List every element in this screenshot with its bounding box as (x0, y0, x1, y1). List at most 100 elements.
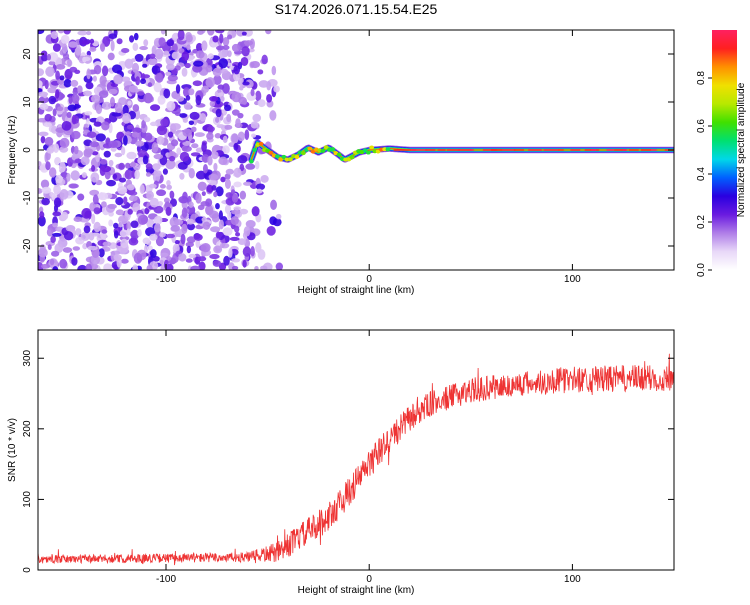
noise-blob (123, 196, 128, 205)
noise-blob (52, 266, 59, 270)
noise-blob (215, 186, 224, 197)
noise-blob (213, 245, 223, 254)
noise-blob (47, 87, 58, 94)
noise-blob (38, 80, 43, 88)
noise-blob (143, 116, 151, 123)
y-tick-label: -20 (22, 238, 33, 253)
noise-blob (143, 92, 153, 104)
noise-blob (233, 181, 242, 188)
noise-blob (165, 158, 176, 170)
noise-blob (72, 88, 79, 96)
noise-blob (159, 184, 166, 189)
noise-blob (215, 116, 220, 123)
noise-blob (70, 170, 80, 181)
noise-blob (194, 132, 205, 137)
noise-blob (68, 96, 73, 105)
noise-blob (147, 58, 158, 66)
noise-blob (63, 79, 72, 88)
noise-blob (189, 111, 200, 120)
noise-blob (245, 163, 256, 170)
noise-blob (63, 106, 69, 112)
noise-blob (169, 216, 179, 228)
noise-blob (195, 50, 205, 59)
noise-blob (207, 53, 214, 60)
noise-blob (74, 69, 81, 74)
noise-blob (201, 40, 208, 51)
noise-blob (270, 199, 277, 210)
noise-blob (145, 172, 151, 177)
noise-blob (202, 164, 208, 174)
noise-blob (41, 186, 52, 194)
noise-blob (85, 81, 94, 90)
noise-blob (38, 30, 45, 35)
noise-blob (127, 100, 132, 106)
noise-blob (38, 262, 44, 270)
noise-blob (121, 48, 130, 54)
noise-blob (234, 143, 239, 149)
noise-blob (227, 34, 233, 40)
noise-blob (116, 38, 123, 45)
noise-blob (108, 122, 113, 134)
noise-blob (117, 215, 129, 225)
noise-blob (50, 235, 56, 244)
noise-blob (149, 197, 159, 208)
noise-blob (48, 61, 56, 66)
noise-blob (257, 69, 264, 75)
noise-blob (108, 140, 118, 148)
noise-blob (266, 225, 276, 236)
noise-blob (231, 109, 240, 116)
noise-blob (52, 222, 59, 228)
spectrogram-noise (38, 30, 284, 270)
noise-blob (160, 30, 166, 35)
x-tick-label: -100 (156, 274, 176, 285)
noise-blob (149, 249, 157, 258)
noise-blob (89, 141, 100, 148)
noise-blob (86, 131, 97, 138)
noise-blob (61, 43, 68, 54)
x-tick-label: 100 (564, 574, 581, 585)
noise-blob (108, 159, 114, 167)
noise-blob (38, 187, 43, 194)
snr-y-ticks: 0 100 200 300 (22, 349, 674, 573)
y-tick-label: 20 (22, 48, 33, 60)
noise-blob (242, 81, 250, 86)
signal-blob (281, 154, 287, 159)
noise-blob (224, 178, 231, 189)
noise-blob (68, 183, 79, 189)
noise-blob (98, 90, 109, 98)
noise-blob (250, 88, 255, 97)
noise-blob (167, 131, 174, 138)
y-tick-label: -10 (22, 190, 33, 205)
noise-blob (208, 173, 219, 181)
noise-blob (231, 265, 239, 270)
noise-blob (143, 132, 153, 141)
noise-blob (60, 211, 69, 221)
signal-blob (362, 148, 368, 153)
noise-blob (157, 200, 164, 207)
noise-blob (142, 74, 151, 79)
noise-blob (109, 96, 115, 107)
noise-blob (205, 198, 213, 207)
noise-blob (62, 52, 70, 60)
noise-blob (207, 30, 215, 36)
noise-blob (113, 30, 118, 37)
noise-blob (206, 125, 215, 133)
noise-blob (222, 83, 230, 94)
noise-blob (90, 255, 101, 265)
noise-blob (226, 62, 232, 67)
noise-blob (83, 225, 91, 234)
noise-blob (152, 163, 161, 171)
noise-blob (219, 33, 224, 44)
noise-blob (59, 137, 70, 148)
noise-blob (251, 133, 257, 138)
spectrogram-x-ticks: -100 0 100 (156, 30, 581, 285)
noise-blob (181, 223, 188, 234)
noise-blob (46, 53, 52, 61)
noise-blob (234, 225, 240, 233)
noise-blob (145, 163, 153, 170)
noise-blob (244, 129, 250, 141)
noise-blob (123, 135, 128, 146)
noise-blob (137, 214, 148, 225)
noise-blob (225, 168, 234, 175)
noise-blob (113, 254, 122, 261)
